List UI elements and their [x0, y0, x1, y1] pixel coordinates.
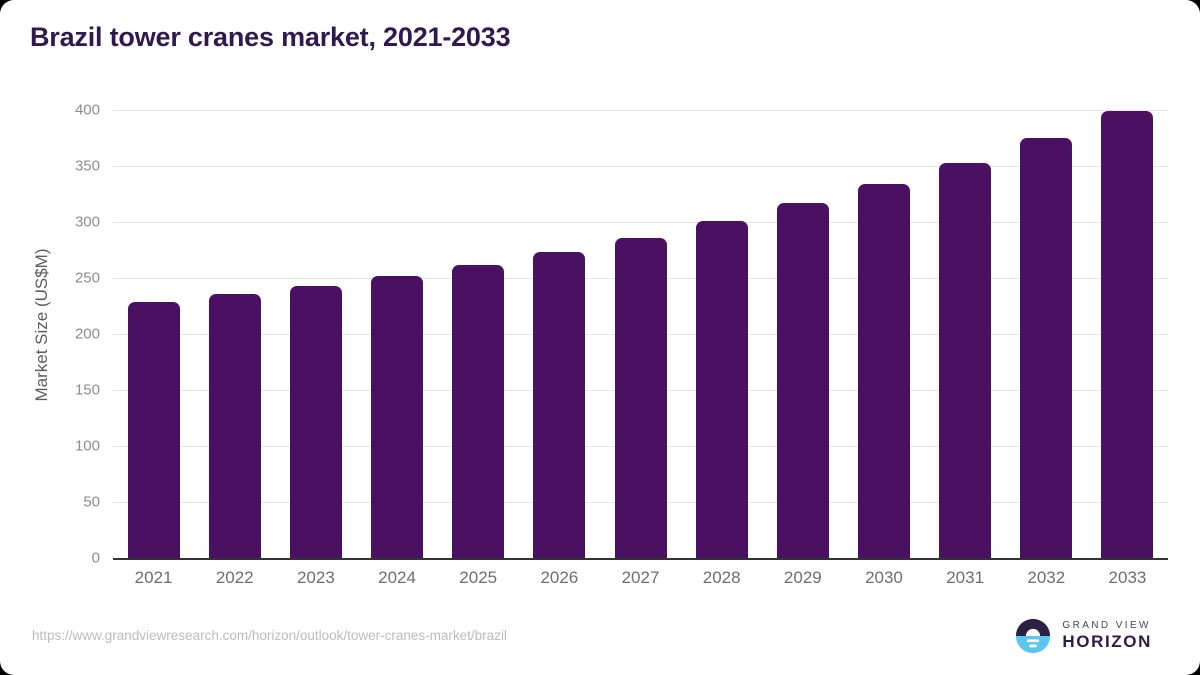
- bar-2022[interactable]: [208, 293, 261, 558]
- bar-2031[interactable]: [939, 162, 992, 558]
- gridline-350: [113, 166, 1168, 167]
- bar-slot-2031: [925, 110, 1006, 558]
- bar-slot-2023: [275, 110, 356, 558]
- y-tick-200: 200: [74, 325, 100, 343]
- bar-2032[interactable]: [1020, 138, 1073, 558]
- logo-wordmark: GRAND VIEW HORIZON: [1062, 620, 1152, 651]
- chart-title: Brazil tower cranes market, 2021-2033: [30, 22, 511, 52]
- bar-slot-2028: [681, 110, 762, 558]
- x-tick-2023: 2023: [296, 568, 335, 587]
- y-tick-350: 350: [74, 157, 100, 175]
- bar-2033[interactable]: [1101, 111, 1154, 558]
- y-tick-250: 250: [74, 269, 100, 287]
- bar-slot-2024: [356, 110, 437, 558]
- x-tick-2033: 2033: [1108, 568, 1147, 587]
- y-tick-50: 50: [83, 493, 100, 511]
- bar-slot-2021: [113, 110, 194, 558]
- x-tick-2021: 2021: [134, 568, 173, 587]
- bar-slot-2030: [843, 110, 924, 558]
- bar-slot-2027: [600, 110, 681, 558]
- logo-brand-line: GRAND VIEW: [1062, 620, 1151, 632]
- y-tick-0: 0: [91, 549, 100, 567]
- bar-slot-2025: [438, 110, 519, 558]
- bar-2021[interactable]: [127, 301, 180, 558]
- bar-series: [113, 110, 1168, 558]
- bar-2029[interactable]: [776, 202, 829, 558]
- gridline-300: [113, 222, 1168, 223]
- y-tick-300: 300: [74, 213, 100, 231]
- plot-area: [113, 110, 1168, 560]
- grand-view-horizon-logo: GRAND VIEW HORIZON: [1014, 617, 1152, 655]
- y-axis-tick-labels: 0 50 100 150 200 250 300 350 400: [0, 102, 100, 567]
- x-tick-2024: 2024: [378, 568, 416, 587]
- bar-slot-2029: [762, 110, 843, 558]
- x-tick-2027: 2027: [621, 568, 660, 587]
- bar-2030[interactable]: [857, 183, 910, 558]
- bar-slot-2032: [1006, 110, 1087, 558]
- y-tick-150: 150: [74, 381, 100, 399]
- source-url: https://www.grandviewresearch.com/horizo…: [32, 628, 507, 643]
- bar-2023[interactable]: [289, 285, 342, 558]
- x-tick-2025: 2025: [459, 568, 498, 587]
- y-tick-100: 100: [74, 437, 100, 455]
- x-tick-2032: 2032: [1027, 568, 1066, 587]
- x-tick-2030: 2030: [865, 568, 903, 587]
- bar-slot-2022: [194, 110, 275, 558]
- bar-2028[interactable]: [695, 220, 748, 558]
- y-tick-400: 400: [74, 101, 100, 119]
- x-axis-tick-labels: 2021 2022 2023 2024 2025 2026 2027 2028 2029 2030…: [113, 568, 1168, 594]
- bar-slot-2033: [1087, 110, 1168, 558]
- horizon-sun-icon: [1016, 618, 1051, 654]
- logo-product-line: HORIZON: [1062, 631, 1152, 651]
- x-tick-2031: 2031: [946, 568, 985, 587]
- bar-2024[interactable]: [371, 275, 424, 558]
- bar-slot-2026: [519, 110, 600, 558]
- x-tick-2022: 2022: [215, 568, 254, 587]
- x-tick-2028: 2028: [702, 568, 741, 587]
- bar-2025[interactable]: [452, 264, 505, 558]
- bar-2026[interactable]: [533, 252, 586, 558]
- x-tick-2026: 2026: [540, 568, 579, 587]
- x-tick-2029: 2029: [783, 568, 822, 587]
- bar-2027[interactable]: [614, 237, 667, 558]
- gridline-400: [113, 110, 1168, 111]
